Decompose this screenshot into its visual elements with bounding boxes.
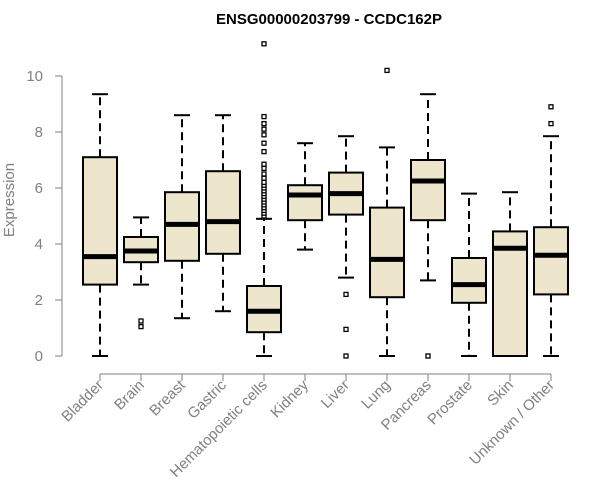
box-rect-8 [410,159,446,222]
outlier-6-1 [343,326,349,333]
x-tick-label-5: Kidney [267,376,312,421]
box-rect-0 [82,156,118,286]
outlier-1-1 [138,318,144,324]
y-tick-label-2: 4 [35,236,43,253]
y-tick-label-4: 8 [35,124,43,141]
box-rect-7 [369,206,405,299]
box-10 [492,191,528,357]
outlier-4-16 [261,161,267,167]
boxes [82,41,569,359]
outlier-11-1 [548,104,554,110]
outlier-4-22 [261,113,267,120]
y-axis: 0 2 4 6 8 10 [26,68,63,365]
y-tick-label-5: 10 [26,68,43,85]
box-3 [205,114,241,313]
box-rect-11 [533,226,569,296]
box-rect-9 [451,257,487,304]
outlier-4-21 [261,120,267,127]
box-7 [369,67,405,357]
box-1 [123,216,159,330]
box-5 [287,142,323,251]
outlier-1-0 [138,323,144,330]
x-tick-label-6: Liver [318,377,353,412]
outlier-4-14 [261,171,267,177]
outlier-8-0 [425,353,431,359]
y-tick-label-3: 6 [35,180,43,197]
y-axis-label: Expression [1,163,18,237]
x-tick-label-7: Lung [358,377,394,413]
x-tick-label-10: Skin [484,377,517,410]
box-2 [164,114,200,320]
chart-title: ENSG00000203799 - CCDC162P [216,11,442,28]
x-tick-label-1: Brain [111,377,148,414]
box-11 [533,104,569,357]
outlier-4-23 [261,41,267,47]
outlier-7-0 [384,67,390,74]
box-8 [410,93,446,359]
outlier-11-0 [548,120,554,127]
outlier-4-12 [261,179,267,186]
box-4 [246,41,282,357]
outlier-4-17 [261,148,267,155]
box-rect-5 [287,184,323,222]
y-tick-label-0: 0 [35,348,43,365]
box-9 [451,192,487,357]
box-0 [82,93,118,357]
y-tick-label-1: 2 [35,292,43,309]
x-tick-label-9: Prostate [424,377,476,429]
x-tick-label-0: Bladder [58,377,107,426]
box-rect-3 [205,170,241,255]
x-tick-label-2: Breast [146,376,189,419]
outlier-4-18 [261,140,267,146]
outlier-4-15 [261,165,267,172]
outlier-4-13 [261,175,267,181]
box-rect-10 [492,230,528,357]
outlier-6-2 [343,291,349,298]
box-6 [328,135,364,359]
outlier-4-20 [261,126,267,132]
outlier-4-19 [261,132,267,138]
outlier-6-0 [343,353,349,359]
